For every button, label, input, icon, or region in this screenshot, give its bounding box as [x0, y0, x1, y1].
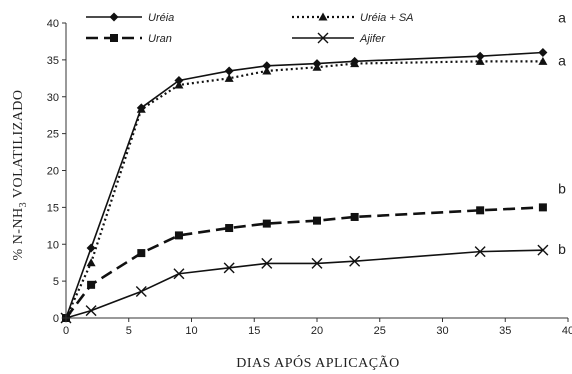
y-tick-label: 0	[53, 313, 59, 325]
legend-marker-ureia-sa	[318, 12, 328, 21]
data-point-ajifer	[311, 257, 323, 269]
group-label-ajifer: b	[558, 241, 566, 257]
series-line-ureia-sa	[64, 60, 543, 319]
data-point-ureia-sa	[224, 73, 234, 82]
x-tick-label: 25	[374, 325, 386, 337]
x-tick-label: 35	[499, 325, 511, 337]
y-axis-title-subscript: 3	[18, 202, 29, 208]
y-tick-label: 5	[53, 276, 59, 288]
data-point-ajifer	[85, 305, 97, 317]
data-point-uran	[313, 216, 321, 225]
axes: 0 5 10 15 20 25 30 35 40 0 5 10 15 20 25 30 35 40	[47, 18, 572, 337]
x-tick-label: 10	[185, 325, 197, 337]
x-tick-label: 5	[126, 325, 132, 337]
series-line-ureia	[65, 51, 543, 319]
data-point-ureia-sa	[136, 104, 146, 113]
series-line-ajifer	[65, 249, 543, 319]
y-tick-label: 10	[47, 239, 59, 251]
group-label-ureia: a	[558, 10, 566, 26]
legend-label-ajifer: Ajifer	[359, 33, 386, 45]
data-point-ureia	[538, 48, 548, 57]
legend-marker-uran	[110, 34, 118, 42]
data-point-ureia-sa	[538, 56, 548, 65]
y-tick-label: 25	[47, 129, 59, 141]
y-axis-title-main: % N-NH	[11, 207, 26, 260]
data-point-ureia-sa	[86, 258, 96, 267]
data-point-ajifer	[537, 244, 549, 256]
data-point-uran	[262, 219, 271, 228]
legend-label-ureia: Uréia	[148, 12, 174, 24]
data-point-uran	[538, 203, 547, 212]
data-point-ajifer	[261, 257, 273, 269]
data-point-ajifer	[349, 255, 361, 267]
data-point-ureia	[262, 61, 272, 71]
legend-item-ureia-sa: Uréia + SA	[292, 12, 414, 24]
x-tick-label: 15	[248, 325, 260, 337]
x-tick-label: 0	[63, 325, 69, 337]
data-point-uran	[174, 231, 183, 240]
data-point-ureia	[475, 51, 485, 61]
data-point-uran	[350, 212, 359, 221]
y-tick-label: 30	[47, 92, 59, 104]
data-point-uran	[476, 206, 485, 215]
y-tick-label: 15	[47, 202, 59, 214]
legend: Uréia Uréia + SA Uran Ajifer	[86, 12, 414, 45]
data-point-ureia-sa	[350, 59, 360, 68]
data-point-ajifer	[474, 246, 486, 258]
data-point-uran	[137, 249, 146, 258]
y-tick-label: 20	[47, 166, 59, 178]
legend-item-uran: Uran	[86, 33, 172, 45]
data-point-uran	[87, 280, 96, 289]
legend-item-ureia: Uréia	[86, 12, 174, 24]
legend-marker-ajifer	[317, 32, 329, 44]
x-axis-title: DIAS APÓS APLICAÇÃO	[236, 354, 400, 371]
y-tick-label: 35	[47, 55, 59, 67]
legend-label-ureia-sa: Uréia + SA	[360, 12, 414, 24]
data-point-ureia-sa	[262, 66, 272, 75]
plot-area: a a b b	[60, 10, 566, 324]
group-label-ureia-sa: a	[558, 52, 566, 68]
legend-marker-ureia	[109, 12, 119, 22]
legend-label-uran: Uran	[148, 33, 172, 45]
series-line-uran	[64, 206, 543, 319]
y-tick-label: 40	[47, 18, 59, 30]
x-tick-label: 40	[562, 325, 572, 337]
data-point-ureia	[224, 66, 234, 76]
data-point-ureia-sa	[475, 56, 485, 65]
data-point-ajifer	[223, 262, 235, 274]
group-label-uran: b	[558, 180, 566, 196]
x-tick-label: 20	[311, 325, 323, 337]
legend-item-ajifer: Ajifer	[292, 32, 386, 45]
data-point-ureia-sa	[312, 62, 322, 71]
data-point-ajifer	[135, 285, 147, 297]
data-point-ureia	[86, 243, 96, 253]
y-axis-title-rest: VOLATILIZADO	[11, 89, 26, 201]
data-point-ajifer	[173, 268, 185, 280]
y-axis-title: % N-NH3 VOLATILIZADO	[11, 89, 29, 260]
data-point-uran	[225, 224, 234, 233]
data-point-ureia-sa	[174, 80, 184, 89]
x-tick-label: 30	[436, 325, 448, 337]
